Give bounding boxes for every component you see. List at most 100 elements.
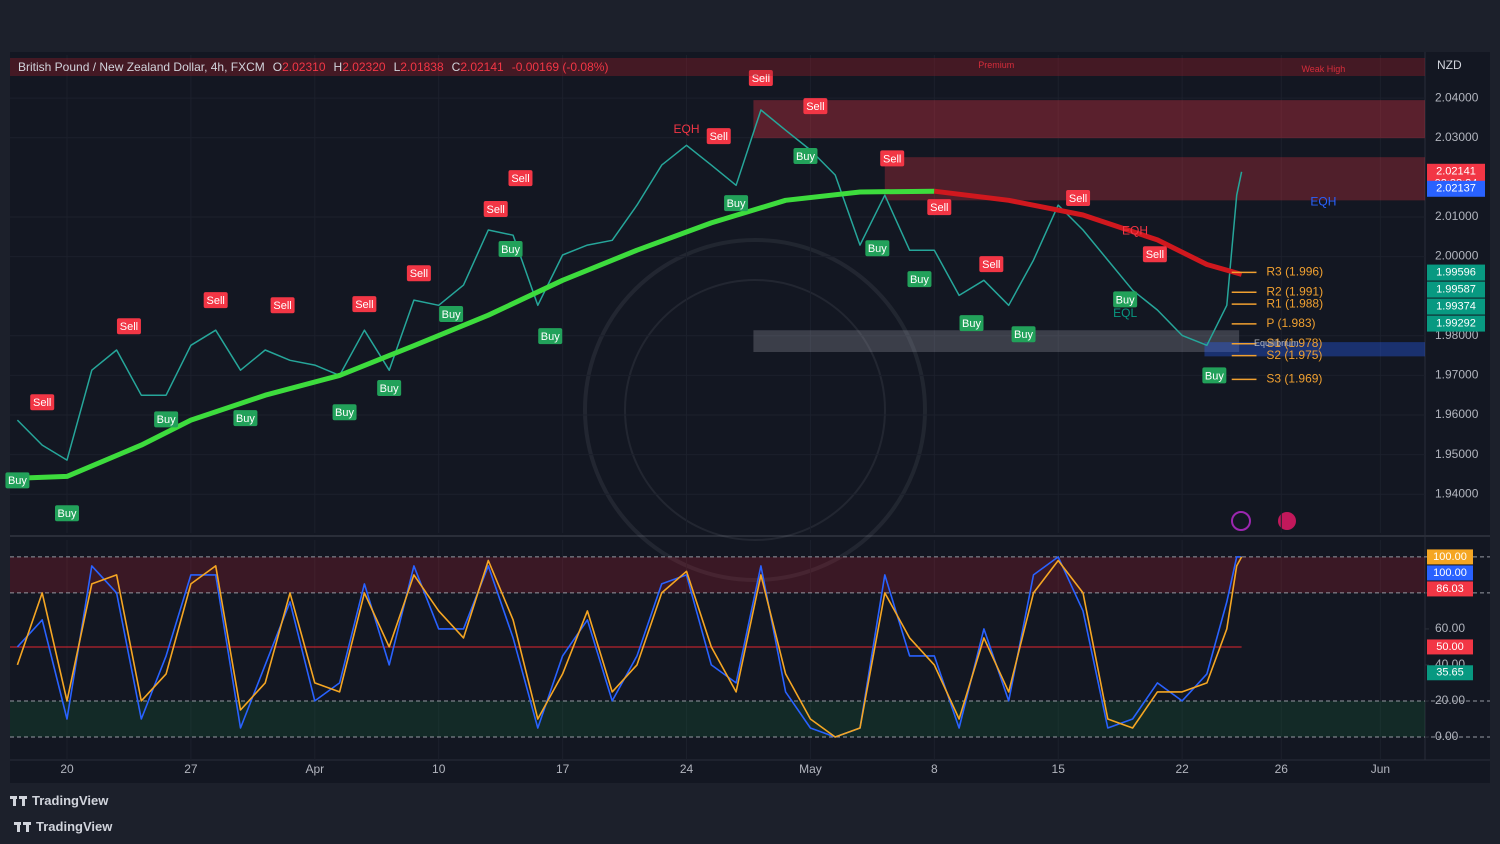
signal: Buy	[498, 241, 523, 258]
signal-label: Buy	[157, 414, 176, 426]
signal-box	[54, 505, 79, 522]
footer-brand: TradingView	[10, 793, 108, 808]
signal: Sell	[483, 201, 508, 218]
x-tick-label: Apr	[305, 762, 324, 776]
signal-label: Sell	[710, 131, 728, 143]
oscillator-band	[10, 700, 1425, 737]
oscillator-band	[10, 556, 1425, 593]
signal: Buy	[54, 505, 79, 522]
signal-box	[203, 292, 228, 309]
annotation: EQH	[674, 122, 700, 136]
signal-box	[1011, 326, 1036, 343]
signal: Sell	[880, 150, 905, 167]
signal-label: Sell	[1146, 249, 1164, 261]
signal-label: Buy	[962, 318, 981, 330]
signal-box	[959, 315, 984, 332]
signal-box	[270, 297, 295, 314]
y-tick-label: 1.95000	[1435, 447, 1479, 461]
signal-label: Buy	[727, 198, 746, 210]
signal: Sell	[979, 256, 1004, 273]
signal: Sell	[270, 297, 295, 314]
logo	[10, 795, 28, 806]
legend-header: British Pound / New Zealand Dollar, 4h, …	[10, 58, 1425, 76]
x-tick-label: 24	[680, 762, 694, 776]
signal-box	[377, 380, 402, 397]
price-marker-label: 2.02141	[1436, 166, 1476, 178]
signal-label: Buy	[8, 475, 27, 487]
y-tick-label: 2.00000	[1435, 249, 1479, 263]
signal-label: Buy	[1014, 329, 1033, 341]
signal: Buy	[1202, 367, 1227, 384]
signal-label: Sell	[511, 173, 529, 185]
price-marker-label: 1.99374	[1436, 300, 1476, 312]
signal-box	[406, 265, 431, 282]
symbol: British Pound / New Zealand Dollar, 4h, …	[18, 60, 265, 74]
signal-label: Buy	[442, 309, 461, 321]
y-tick-label: 1.96000	[1435, 407, 1479, 421]
x-tick-label: 10	[432, 762, 446, 776]
oscillator-marker-label: 86.03	[1436, 583, 1464, 595]
oscillator-marker-label: 100.00	[1433, 551, 1467, 563]
x-tick-label: 26	[1275, 762, 1289, 776]
signal-box	[154, 411, 179, 428]
annotation: Equilibrium	[1254, 338, 1299, 348]
signal-box	[538, 328, 563, 345]
signal: Sell	[927, 199, 952, 216]
signal-box	[352, 296, 377, 313]
signal-box	[498, 241, 523, 258]
signal-label: Sell	[207, 295, 225, 307]
signal-box	[508, 170, 533, 187]
y-tick-label: 0.00	[1435, 729, 1459, 743]
oscillator-marker-label: 50.00	[1436, 641, 1464, 653]
price-marker-label: 1.99587	[1436, 283, 1476, 295]
signal-label: Buy	[380, 383, 399, 395]
price-marker-label: 2.02137	[1436, 183, 1476, 195]
signal-label: Sell	[33, 397, 51, 409]
flag-icon[interactable]	[1278, 512, 1296, 530]
signal-box	[748, 69, 773, 86]
signal-label: Sell	[982, 259, 1000, 271]
zone	[884, 157, 1425, 201]
price-marker-label: 1.99596	[1436, 266, 1476, 278]
signal-box	[233, 410, 258, 427]
y-tick-label: 2.03000	[1435, 130, 1479, 144]
signal: Buy	[793, 147, 818, 164]
event-icon[interactable]	[1231, 511, 1251, 531]
pivot-label: R2 (1.991)	[1266, 284, 1323, 298]
signal-box	[1202, 367, 1227, 384]
zone	[753, 100, 1425, 139]
zone	[1204, 342, 1425, 357]
pivot-label: R3 (1.996)	[1266, 265, 1323, 279]
signal: Sell	[116, 318, 141, 335]
high-key: H	[333, 60, 343, 74]
watermark-ring	[583, 238, 927, 582]
price-marker	[1427, 298, 1485, 315]
signal-label: Sell	[752, 73, 770, 85]
signal: Sell	[406, 265, 431, 282]
pivot-label: S1 (1.978)	[1266, 336, 1322, 350]
x-tick-label: Jun	[1371, 762, 1390, 776]
signal-box	[483, 201, 508, 218]
annotation: Weak High	[1301, 64, 1345, 74]
signal: Sell	[1066, 189, 1091, 206]
brand-text: TradingView	[32, 793, 109, 808]
signal-label: Buy	[335, 407, 354, 419]
oscillator-marker	[1427, 549, 1473, 565]
oscillator-marker	[1427, 665, 1473, 681]
signal-label: Buy	[1116, 294, 1135, 306]
oscillator-marker-label: 35.65	[1436, 667, 1464, 679]
signal-label: Sell	[273, 300, 291, 312]
signal-box	[907, 271, 932, 288]
change-value: -0.00169 (-0.08%)	[511, 60, 609, 74]
x-tick-label: 8	[931, 762, 938, 776]
signal: Sell	[508, 170, 533, 187]
signal-box	[803, 98, 828, 115]
close-value: 2.02141	[460, 60, 504, 74]
currency-label: NZD	[1437, 58, 1462, 72]
signal-box	[793, 147, 818, 164]
low-value: 2.01838	[400, 60, 444, 74]
oscillator-marker	[1427, 565, 1473, 581]
signal-label: Sell	[930, 202, 948, 214]
